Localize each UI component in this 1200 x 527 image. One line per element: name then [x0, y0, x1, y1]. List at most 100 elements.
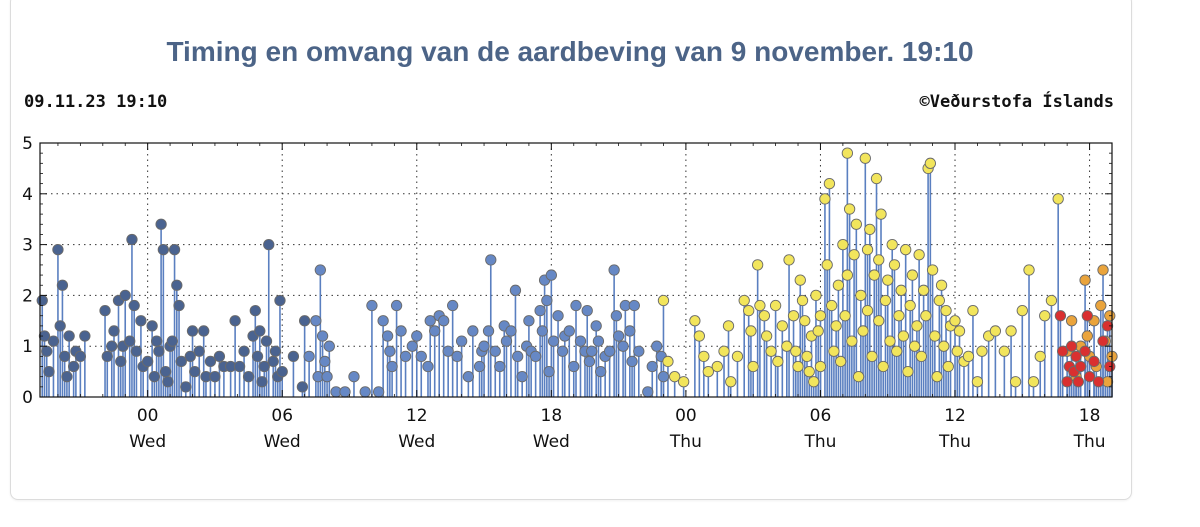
quake-point	[263, 238, 275, 251]
quake-point	[877, 360, 889, 373]
quake-point	[319, 355, 331, 368]
quake-point	[893, 310, 905, 322]
quake-point	[52, 244, 64, 256]
quake-point	[837, 238, 849, 251]
x-tick-label-hour: 00	[675, 406, 697, 426]
quake-point	[61, 371, 73, 383]
quake-point	[168, 244, 181, 256]
quake-point	[754, 299, 766, 312]
quake-point	[229, 315, 241, 327]
quake-point	[834, 355, 847, 368]
quake-point	[162, 376, 174, 388]
quake-point	[846, 335, 858, 347]
quake-point	[1095, 299, 1107, 312]
quake-point	[115, 355, 127, 368]
quake-point	[603, 345, 616, 357]
quake-point	[489, 345, 501, 357]
quake-point	[233, 360, 246, 373]
quake-point	[624, 325, 636, 337]
quake-point	[814, 360, 827, 373]
quake-point	[269, 345, 282, 357]
quake-point	[971, 376, 984, 388]
quake-point	[372, 386, 385, 398]
quake-point	[722, 320, 735, 332]
quake-point	[512, 350, 524, 363]
quake-point	[902, 365, 914, 378]
quake-point	[864, 223, 876, 236]
quake-point	[447, 299, 459, 312]
quake-point	[482, 325, 495, 337]
quake-point	[646, 360, 658, 373]
quake-point	[155, 218, 167, 230]
x-tick-label-day: Thu	[1073, 432, 1106, 452]
quake-point	[725, 376, 737, 388]
quake-point	[758, 310, 771, 322]
quake-point	[260, 335, 273, 347]
quake-point	[592, 335, 605, 347]
y-tick-label: 4	[22, 185, 33, 205]
quake-point	[467, 325, 479, 337]
quake-point	[940, 304, 952, 317]
quake-point	[906, 269, 919, 281]
quake-point	[321, 371, 333, 383]
quake-point	[1079, 345, 1091, 357]
quake-point	[424, 315, 436, 327]
quake-point	[792, 360, 804, 373]
quake-point	[915, 350, 928, 363]
x-tick-label-hour: 12	[406, 406, 428, 426]
quake-point	[141, 355, 154, 368]
quake-point	[859, 152, 871, 164]
quake-point	[814, 310, 827, 322]
chart-markers	[36, 147, 1118, 398]
y-tick-label: 1	[22, 337, 33, 357]
quake-point	[189, 365, 201, 378]
quake-point	[348, 371, 360, 383]
quake-point	[108, 325, 120, 337]
quake-point	[888, 259, 901, 271]
quake-point	[157, 244, 169, 256]
quake-point	[339, 386, 351, 398]
quake-point	[949, 315, 961, 327]
quake-point	[67, 360, 80, 373]
quake-point	[852, 371, 865, 383]
quake-point	[868, 269, 880, 281]
quake-point	[1079, 274, 1091, 286]
quake-point	[783, 254, 795, 266]
x-tick-label-hour: 06	[810, 406, 832, 426]
quake-point	[310, 315, 322, 327]
quake-point	[171, 279, 183, 291]
quake-point	[59, 350, 71, 363]
quake-point	[776, 320, 788, 332]
quake-point	[843, 203, 856, 215]
quake-point	[130, 345, 143, 357]
quake-point	[657, 294, 670, 307]
timestamp-label: 09.11.23 19:10	[24, 92, 168, 112]
quake-point	[442, 345, 454, 357]
quake-point	[193, 345, 205, 357]
quake-point	[124, 335, 136, 347]
quake-point	[534, 304, 546, 317]
quake-point	[803, 365, 815, 378]
quake-point	[56, 279, 69, 291]
quake-point	[547, 335, 560, 347]
quake-point	[296, 381, 309, 393]
quake-point	[148, 371, 161, 383]
quake-point	[150, 335, 163, 347]
quake-point	[473, 360, 486, 373]
quake-point	[1023, 264, 1035, 276]
quake-point	[1081, 310, 1093, 322]
quake-point	[79, 330, 91, 342]
quake-point	[895, 284, 907, 296]
quake-point	[1034, 350, 1046, 363]
quake-point	[146, 320, 158, 332]
x-tick-label-hour: 06	[271, 406, 293, 426]
quake-point	[47, 335, 60, 347]
x-tick-label-day: Wed	[398, 432, 435, 452]
y-tick-label: 2	[22, 286, 33, 306]
quake-point	[839, 310, 851, 322]
quake-point	[590, 320, 602, 332]
quake-point	[359, 386, 371, 398]
quake-point	[54, 320, 66, 332]
quake-point	[198, 325, 210, 337]
quake-point	[545, 269, 557, 281]
